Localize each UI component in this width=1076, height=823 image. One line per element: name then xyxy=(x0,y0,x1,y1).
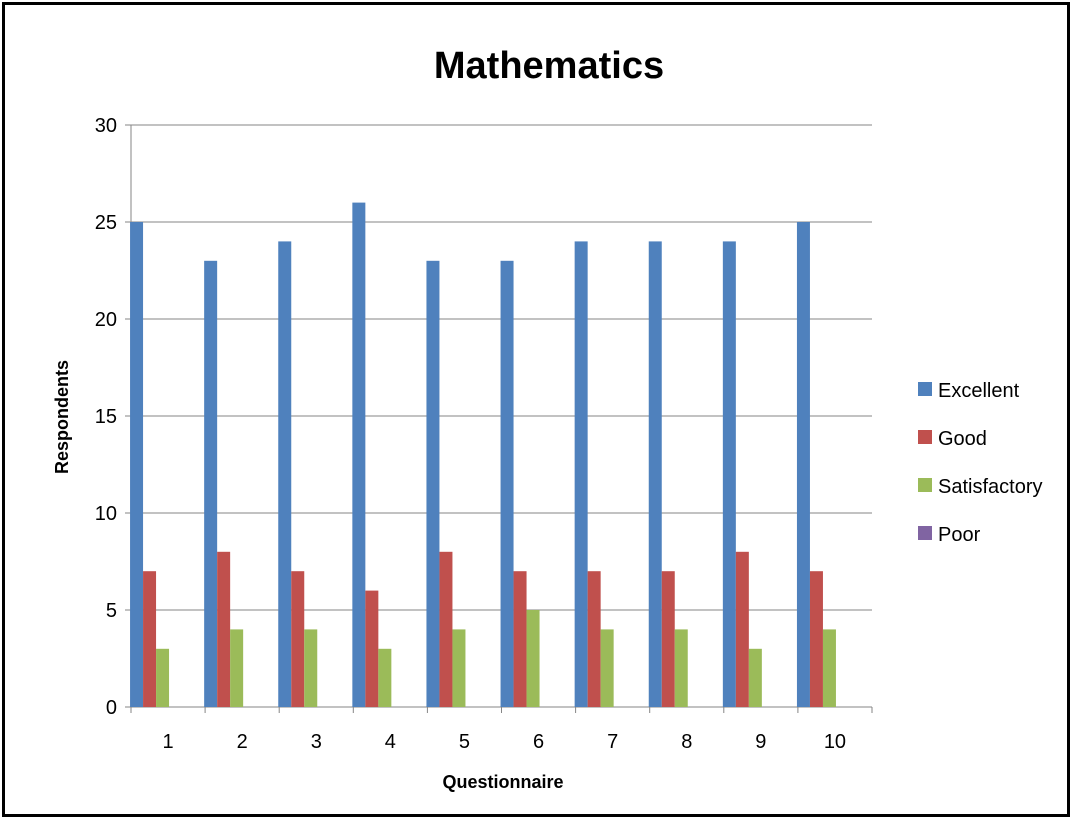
bar-excellent xyxy=(278,241,292,707)
bar-satisfactory xyxy=(378,648,392,707)
bar-good xyxy=(513,571,527,707)
bar-excellent xyxy=(426,260,440,707)
bar-good xyxy=(587,571,601,707)
legend-label-excellent: Excellent xyxy=(938,380,1020,402)
legend: Excellent Good Satisfactory Poor xyxy=(918,380,1042,546)
bar-satisfactory xyxy=(156,648,170,707)
bar-satisfactory xyxy=(822,629,836,707)
x-tick-label: 3 xyxy=(311,731,322,753)
bar-satisfactory xyxy=(600,629,614,707)
x-tick-label: 6 xyxy=(533,731,544,753)
bar-good xyxy=(291,571,305,707)
legend-label-poor: Poor xyxy=(938,524,981,546)
bar-satisfactory xyxy=(452,629,466,707)
y-tick-label: 20 xyxy=(95,309,117,331)
bar-satisfactory xyxy=(230,629,244,707)
bar-good xyxy=(809,571,823,707)
x-tick-label: 5 xyxy=(459,731,470,753)
bar-good xyxy=(661,571,675,707)
x-axis-label: Questionnaire xyxy=(442,772,563,792)
chart-title: Mathematics xyxy=(434,45,664,87)
bar-satisfactory xyxy=(526,610,540,707)
x-tick-label: 10 xyxy=(824,731,846,753)
legend-label-satisfactory: Satisfactory xyxy=(938,476,1042,498)
bar-good xyxy=(217,551,231,707)
bar-good xyxy=(365,590,379,707)
legend-swatch-satisfactory xyxy=(918,478,932,492)
bar-good xyxy=(439,551,453,707)
bar-excellent xyxy=(352,202,366,707)
x-tick-label: 8 xyxy=(681,731,692,753)
y-tick-label: 0 xyxy=(106,697,117,719)
bar-excellent xyxy=(574,241,588,707)
y-tick-labels: 0 5 10 15 20 25 30 xyxy=(95,115,117,719)
x-tick-label: 7 xyxy=(607,731,618,753)
x-tick-labels: 1 2 3 4 5 6 7 8 9 10 xyxy=(162,731,846,753)
bar-satisfactory xyxy=(304,629,318,707)
bar-excellent xyxy=(722,241,736,707)
y-tick-label: 30 xyxy=(95,115,117,137)
legend-swatch-poor xyxy=(918,526,932,540)
bar-satisfactory xyxy=(674,629,688,707)
bar-excellent xyxy=(130,222,144,707)
bar-excellent xyxy=(500,260,514,707)
y-tick-label: 25 xyxy=(95,212,117,234)
x-tick-label: 2 xyxy=(237,731,248,753)
bar-good xyxy=(735,551,749,707)
x-tick-label: 4 xyxy=(385,731,396,753)
y-tick-label: 10 xyxy=(95,503,117,525)
y-tick-label: 5 xyxy=(106,600,117,622)
y-axis-label: Respondents xyxy=(52,360,72,474)
gridlines xyxy=(125,124,873,713)
bars xyxy=(130,202,836,707)
x-tick-label: 1 xyxy=(162,731,173,753)
bar-excellent xyxy=(648,241,662,707)
legend-swatch-excellent xyxy=(918,382,932,396)
legend-label-good: Good xyxy=(938,428,987,450)
bar-satisfactory xyxy=(748,648,762,707)
bar-excellent xyxy=(204,260,218,707)
bar-good xyxy=(143,571,157,707)
bar-excellent xyxy=(796,222,810,707)
x-tick-label: 9 xyxy=(755,731,766,753)
legend-swatch-good xyxy=(918,430,932,444)
y-tick-label: 15 xyxy=(95,406,117,428)
